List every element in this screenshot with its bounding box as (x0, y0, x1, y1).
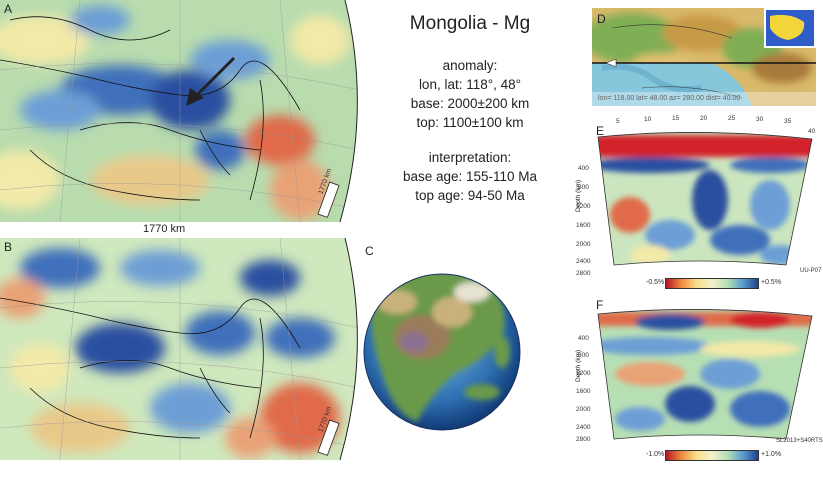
colorbar-e-max: +0.5% (761, 279, 782, 286)
scale-label: 1770 km (143, 223, 186, 235)
f-ytick: 800 (578, 352, 589, 359)
profile-f-ylabel: Depth (km) (575, 349, 582, 382)
e-xtick: 15 (672, 115, 680, 122)
e-xtick: 25 (728, 115, 736, 122)
e-ytick: 400 (578, 165, 589, 172)
model-f-label: SL2013+S40RTS (776, 438, 823, 444)
profile-e-xticks: 5 10 15 20 25 30 35 40 (590, 115, 817, 135)
e-xtick: 40 (808, 128, 816, 135)
panel-label-b: B (4, 240, 13, 254)
f-ytick: 2000 (576, 406, 591, 413)
cross-section-f (597, 309, 813, 440)
panel-label-e: E (596, 124, 605, 138)
profile-e-ylabel: Depth (km) (575, 179, 582, 212)
e-ytick: 1200 (576, 203, 591, 210)
anomaly-lonlat: lon, lat: 118°, 48° (418, 77, 522, 92)
top-age: top age: 94-50 Ma (415, 188, 525, 203)
e-xtick: 35 (784, 118, 792, 125)
profile-e-yticks: 400 800 1200 1600 2000 2400 2800 (574, 160, 594, 280)
base-age: base age: 155-110 Ma (402, 169, 538, 184)
panel-label-d: D (597, 12, 606, 26)
colorbar-f-min: -1.0% (646, 451, 665, 458)
e-ytick: 2000 (576, 241, 591, 248)
location-map-d (592, 8, 816, 106)
profile-f-yticks: 400 800 1200 1600 2000 2400 2800 (574, 330, 594, 450)
panel-label-a: A (4, 2, 13, 16)
e-xtick: 10 (644, 116, 652, 123)
colorbar-f (665, 450, 759, 461)
e-xtick: 30 (756, 116, 764, 123)
e-ytick: 2800 (576, 270, 591, 277)
e-ytick: 800 (578, 184, 589, 191)
tomography-map-a: 1770 km (0, 0, 360, 222)
anomaly-top: top: 1100±100 km (416, 115, 524, 130)
panel-label-c: C (365, 244, 374, 258)
tomography-map-b: 1770 km (0, 238, 360, 460)
f-ytick: 1600 (576, 388, 591, 395)
e-xtick: 5 (616, 118, 620, 125)
map-a-svg (0, 0, 358, 222)
anomaly-base: base: 2000±200 km (410, 96, 530, 111)
map-b-svg (0, 238, 358, 460)
colorbar-e-min: -0.5% (646, 279, 665, 286)
model-e-label: UU-P07 (800, 268, 822, 274)
cross-section-e (597, 132, 813, 266)
globe (363, 273, 521, 431)
e-ytick: 2400 (576, 258, 591, 265)
figure-title: Mongolia - Mg (409, 13, 531, 34)
f-ytick: 1200 (576, 370, 591, 377)
f-ytick: 2800 (576, 436, 591, 443)
anomaly-block: anomaly: lon, lat: 118°, 48° base: 2000±… (370, 56, 570, 132)
colorbar-f-max: +1.0% (761, 451, 782, 458)
anomaly-arrow (193, 56, 236, 99)
profile-d-label: lon= 118.00 lat= 48.00 az= 280.00 dist= … (598, 95, 741, 102)
f-ytick: 2400 (576, 424, 591, 431)
anomaly-heading: anomaly: (442, 58, 498, 73)
interpretation-heading: interpretation: (428, 150, 512, 165)
e-ytick: 1600 (576, 222, 591, 229)
e-xtick: 20 (700, 115, 708, 122)
interpretation-block: interpretation: base age: 155-110 Ma top… (370, 148, 570, 205)
f-ytick: 400 (578, 335, 589, 342)
colorbar-e (665, 278, 759, 289)
panel-label-f: F (596, 298, 604, 312)
